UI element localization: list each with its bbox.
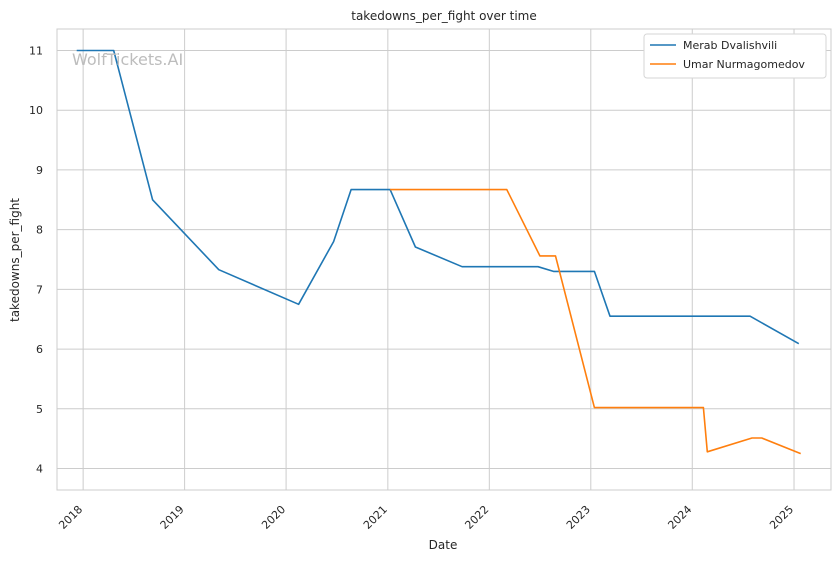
y-tick-label: 8: [36, 224, 43, 237]
y-tick-label: 6: [36, 343, 43, 356]
gridlines: [57, 29, 831, 490]
x-tick-label: 2022: [462, 503, 491, 532]
y-tick-label: 5: [36, 403, 43, 416]
watermark-text: WolfTickets.AI: [72, 50, 183, 69]
series-lines: [76, 49, 801, 455]
x-tick-label: 2023: [564, 503, 593, 532]
x-tick-label: 2021: [361, 503, 390, 532]
x-axis-ticks: 2018 2019 2020 2021 2022 2023 2024 2025: [56, 503, 796, 532]
y-tick-label: 9: [36, 164, 43, 177]
x-axis-label: Date: [429, 538, 458, 552]
x-tick-label: 2025: [767, 503, 796, 532]
x-tick-label: 2018: [56, 503, 85, 532]
y-tick-label: 10: [29, 104, 43, 117]
y-axis-ticks: 4 5 6 7 8 9 10 11: [29, 44, 43, 475]
chart-title: takedowns_per_fight over time: [351, 9, 537, 23]
x-tick-label: 2019: [158, 503, 187, 532]
legend-label-umar: Umar Nurmagomedov: [683, 58, 805, 71]
series-line-umar: [390, 188, 801, 455]
y-tick-label: 4: [36, 463, 43, 476]
y-tick-label: 7: [36, 283, 43, 296]
y-axis-label: takedowns_per_fight: [8, 198, 22, 322]
series-line-merab: [76, 49, 800, 345]
x-tick-label: 2024: [665, 503, 694, 532]
y-tick-label: 11: [29, 44, 43, 57]
plot-frame: [56, 28, 832, 491]
legend: Merab Dvalishvili Umar Nurmagomedov: [643, 33, 827, 79]
x-tick-label: 2020: [259, 503, 288, 532]
legend-label-merab: Merab Dvalishvili: [683, 39, 777, 52]
legend-box: [643, 33, 827, 79]
